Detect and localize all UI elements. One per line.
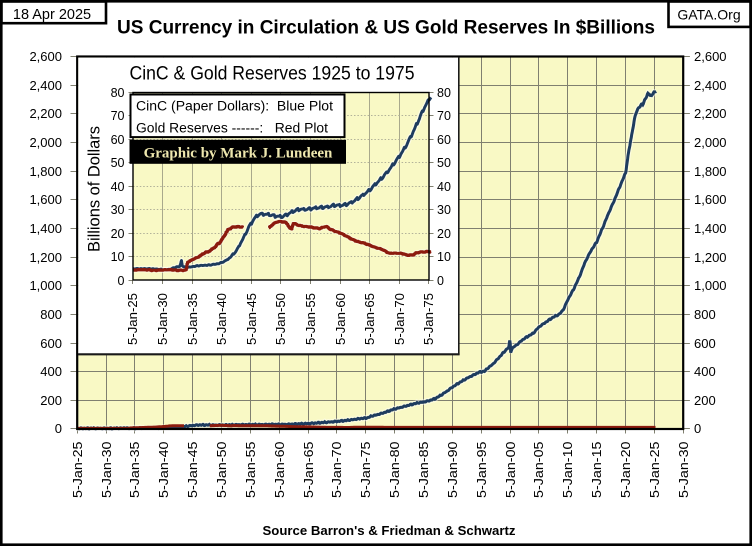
svg-text:80: 80: [437, 86, 451, 100]
svg-text:5-Jan-45: 5-Jan-45: [185, 442, 200, 499]
svg-text:2,600: 2,600: [694, 49, 727, 64]
svg-text:5-Jan-80: 5-Jan-80: [387, 442, 402, 499]
svg-text:200: 200: [40, 393, 62, 408]
svg-text:5-Jan-75: 5-Jan-75: [358, 442, 373, 499]
svg-text:Gold Reserves ------: Red Pl: Gold Reserves ------: Red Plot: [136, 121, 328, 136]
svg-text:2,200: 2,200: [694, 106, 727, 121]
svg-text:2,000: 2,000: [694, 135, 727, 150]
svg-text:0: 0: [118, 274, 125, 288]
svg-text:40: 40: [437, 180, 451, 194]
svg-text:1,400: 1,400: [29, 221, 62, 236]
svg-text:5-Jan-15: 5-Jan-15: [589, 442, 604, 499]
svg-text:5-Jan-85: 5-Jan-85: [416, 442, 431, 499]
svg-text:5-Jan-70: 5-Jan-70: [393, 293, 407, 345]
svg-text:5-Jan-45: 5-Jan-45: [245, 293, 259, 345]
svg-text:5-Jan-70: 5-Jan-70: [329, 442, 344, 499]
svg-text:10: 10: [111, 250, 125, 264]
svg-text:5-Jan-35: 5-Jan-35: [127, 442, 142, 499]
svg-text:1,200: 1,200: [694, 250, 727, 265]
svg-text:1,200: 1,200: [29, 250, 62, 265]
svg-text:5-Jan-25: 5-Jan-25: [70, 442, 85, 499]
svg-text:0: 0: [437, 274, 444, 288]
svg-text:5-Jan-60: 5-Jan-60: [334, 293, 348, 345]
svg-text:1,000: 1,000: [29, 278, 62, 293]
svg-text:2,400: 2,400: [694, 78, 727, 93]
svg-text:5-Jan-50: 5-Jan-50: [274, 293, 288, 345]
svg-text:1,800: 1,800: [694, 164, 727, 179]
svg-text:20: 20: [437, 227, 451, 241]
svg-text:5-Jan-30: 5-Jan-30: [676, 442, 691, 499]
svg-text:400: 400: [694, 364, 716, 379]
svg-text:50: 50: [437, 156, 451, 170]
svg-text:20: 20: [111, 227, 125, 241]
svg-text:200: 200: [694, 393, 716, 408]
svg-text:18 Apr 2025: 18 Apr 2025: [13, 7, 91, 23]
svg-text:50: 50: [111, 156, 125, 170]
svg-text:5-Jan-10: 5-Jan-10: [560, 442, 575, 499]
svg-text:5-Jan-40: 5-Jan-40: [156, 442, 171, 499]
svg-text:5-Jan-60: 5-Jan-60: [272, 442, 287, 499]
svg-text:400: 400: [40, 364, 62, 379]
svg-text:2,600: 2,600: [29, 49, 62, 64]
svg-text:5-Jan-30: 5-Jan-30: [156, 293, 170, 345]
svg-text:GATA.Org: GATA.Org: [677, 7, 740, 23]
svg-text:5-Jan-05: 5-Jan-05: [531, 442, 546, 499]
svg-text:2,000: 2,000: [29, 135, 62, 150]
svg-text:60: 60: [111, 133, 125, 147]
svg-text:5-Jan-50: 5-Jan-50: [214, 442, 229, 499]
svg-text:Source Barron's & Friedman & S: Source Barron's & Friedman & Schwartz: [263, 523, 517, 538]
svg-text:5-Jan-55: 5-Jan-55: [304, 293, 318, 345]
svg-text:5-Jan-65: 5-Jan-65: [363, 293, 377, 345]
svg-text:5-Jan-55: 5-Jan-55: [243, 442, 258, 499]
svg-text:5-Jan-00: 5-Jan-00: [503, 442, 518, 499]
svg-text:CinC & Gold Reserves 1925 to 1: CinC & Gold Reserves 1925 to 1975: [130, 63, 415, 85]
svg-text:CinC (Paper Dollars): Blue Pl: CinC (Paper Dollars): Blue Plot: [136, 99, 333, 114]
svg-text:40: 40: [111, 180, 125, 194]
svg-text:70: 70: [111, 109, 125, 123]
svg-text:2,200: 2,200: [29, 106, 62, 121]
svg-text:60: 60: [437, 133, 451, 147]
svg-text:10: 10: [437, 250, 451, 264]
svg-text:Graphic by Mark J. Lundeen: Graphic by Mark J. Lundeen: [144, 146, 333, 162]
svg-text:30: 30: [111, 203, 125, 217]
svg-text:5-Jan-65: 5-Jan-65: [301, 442, 316, 499]
svg-text:5-Jan-30: 5-Jan-30: [99, 442, 114, 499]
svg-text:70: 70: [437, 109, 451, 123]
svg-text:2,400: 2,400: [29, 78, 62, 93]
svg-text:800: 800: [40, 307, 62, 322]
svg-text:5-Jan-40: 5-Jan-40: [215, 293, 229, 345]
svg-text:1,600: 1,600: [29, 192, 62, 207]
svg-text:30: 30: [437, 203, 451, 217]
svg-text:800: 800: [694, 307, 716, 322]
svg-text:600: 600: [694, 336, 716, 351]
svg-text:1,400: 1,400: [694, 221, 727, 236]
svg-text:0: 0: [55, 421, 62, 436]
svg-text:5-Jan-25: 5-Jan-25: [647, 442, 662, 499]
svg-text:5-Jan-90: 5-Jan-90: [445, 442, 460, 499]
svg-text:1,600: 1,600: [694, 192, 727, 207]
svg-text:600: 600: [40, 336, 62, 351]
svg-text:US Currency in Circulation & U: US Currency in Circulation & US Gold Res…: [117, 17, 655, 39]
svg-text:1,000: 1,000: [694, 278, 727, 293]
svg-text:5-Jan-25: 5-Jan-25: [126, 293, 140, 345]
svg-text:Billions of Dollars: Billions of Dollars: [85, 126, 104, 252]
svg-text:5-Jan-20: 5-Jan-20: [618, 442, 633, 499]
svg-text:80: 80: [111, 86, 125, 100]
svg-text:1,800: 1,800: [29, 164, 62, 179]
svg-text:5-Jan-95: 5-Jan-95: [474, 442, 489, 499]
svg-text:5-Jan-35: 5-Jan-35: [186, 293, 200, 345]
svg-text:5-Jan-75: 5-Jan-75: [422, 293, 436, 345]
svg-text:0: 0: [694, 421, 701, 436]
